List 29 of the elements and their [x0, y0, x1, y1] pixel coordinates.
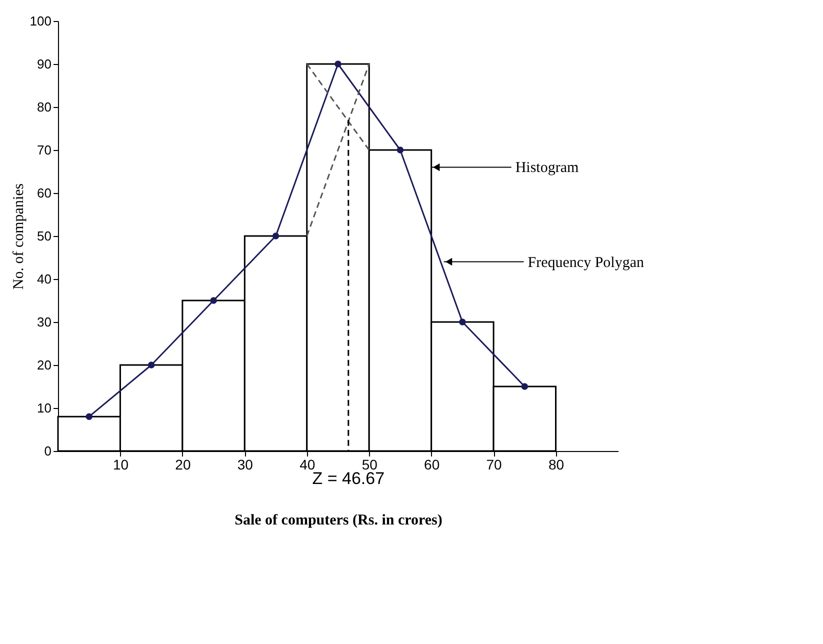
point — [459, 318, 466, 326]
annotation: Frequency Polygan — [528, 254, 645, 271]
point — [396, 146, 404, 154]
x-tick-label: 30 — [237, 456, 254, 472]
x-tick-label: 80 — [548, 456, 564, 472]
x-tick-label: 70 — [486, 456, 502, 472]
x-tick-label: 20 — [175, 456, 191, 472]
y-axis-title: No. of companies — [10, 183, 27, 290]
y-tick-label: 10 — [37, 400, 52, 416]
x-axis-title: Sale of computers (Rs. in crores) — [234, 512, 442, 528]
x-tick-label: 60 — [424, 456, 440, 472]
point — [86, 413, 92, 420]
y-tick-label: 70 — [37, 142, 52, 158]
annotation: Histogram — [515, 160, 579, 176]
y-tick-label: 30 — [37, 314, 52, 330]
y-tick-label: 100 — [30, 14, 52, 28]
y-tick-label: 50 — [37, 228, 52, 244]
y-tick-label: 20 — [37, 358, 52, 372]
point — [272, 232, 280, 240]
point — [210, 297, 217, 304]
point — [148, 362, 155, 368]
x-tick-label: 10 — [112, 456, 129, 472]
y-tick-label: 90 — [37, 56, 52, 72]
y-tick-label: 80 — [37, 100, 52, 114]
y-tick-label: 0 — [44, 444, 52, 458]
y-tick-label: 40 — [37, 272, 52, 286]
y-tick-label: 60 — [37, 186, 52, 200]
point — [334, 60, 342, 68]
point — [521, 383, 528, 390]
